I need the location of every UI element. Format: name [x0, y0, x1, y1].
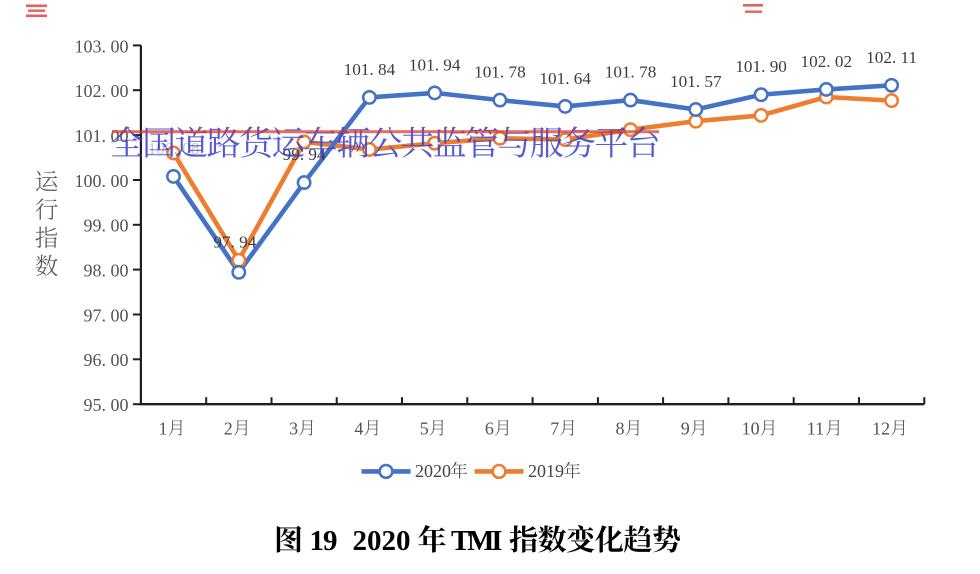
svg-text:12: 12: [872, 418, 890, 438]
svg-text:96. 00: 96. 00: [84, 350, 129, 370]
svg-text:2020: 2020: [415, 461, 451, 481]
svg-text:102. 00: 102. 00: [75, 81, 129, 101]
svg-text:95. 00: 95. 00: [84, 395, 129, 415]
svg-text:2020: 2020: [353, 525, 411, 557]
svg-text:101. 78: 101. 78: [474, 63, 526, 82]
svg-text:2: 2: [224, 418, 233, 438]
svg-text:102. 02: 102. 02: [801, 52, 853, 71]
svg-text:97. 00: 97. 00: [84, 305, 129, 325]
svg-text:19: 19: [310, 525, 338, 557]
svg-text:7: 7: [550, 418, 559, 438]
svg-text:101. 90: 101. 90: [735, 57, 787, 76]
svg-text:101. 84: 101. 84: [344, 60, 396, 79]
svg-text:99. 94: 99. 94: [283, 145, 326, 164]
svg-text:8: 8: [616, 418, 625, 438]
svg-text:11: 11: [807, 418, 824, 438]
svg-text:1: 1: [159, 418, 168, 438]
svg-text:103. 00: 103. 00: [75, 36, 129, 56]
svg-text:TMI: TMI: [451, 525, 503, 557]
svg-text:3: 3: [289, 418, 298, 438]
svg-text:4: 4: [354, 418, 363, 438]
svg-text:102. 11: 102. 11: [866, 48, 917, 67]
svg-text:6: 6: [485, 418, 494, 438]
svg-text:101. 94: 101. 94: [409, 55, 461, 74]
svg-text:99. 00: 99. 00: [84, 216, 129, 236]
svg-text:98. 00: 98. 00: [84, 261, 129, 281]
svg-text:101. 64: 101. 64: [539, 69, 591, 88]
svg-text:101. 78: 101. 78: [605, 63, 657, 82]
svg-text:5: 5: [420, 418, 429, 438]
svg-text:100. 00: 100. 00: [75, 171, 129, 191]
svg-text:2019: 2019: [528, 461, 564, 481]
svg-text:97. 94: 97. 94: [213, 233, 256, 252]
svg-text:101. 57: 101. 57: [670, 72, 722, 91]
svg-text:9: 9: [681, 418, 690, 438]
svg-text:10: 10: [742, 418, 760, 438]
